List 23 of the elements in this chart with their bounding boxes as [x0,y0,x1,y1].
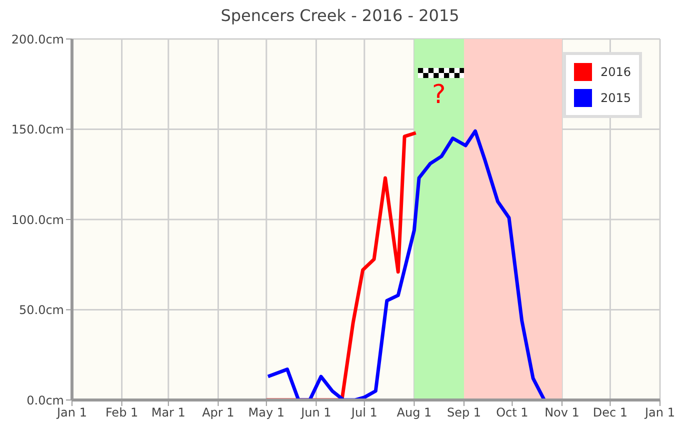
x-tick-label: Apr 1 [202,406,234,420]
x-tick-label: Oct 1 [496,406,528,420]
y-tick-label: 0.0cm [26,393,64,408]
x-tick-label: Jan 1 [644,406,675,420]
x-tick-label: May 1 [248,406,285,420]
y-tick-label: 100.0cm [11,212,64,227]
x-tick-label: Aug 1 [396,406,432,420]
x-tick-label: Feb 1 [105,406,138,420]
chart-title: Spencers Creek - 2016 - 2015 [220,6,460,25]
line-series [266,129,546,400]
x-tick-label: Nov 1 [544,406,580,420]
y-tick-label: 200.0cm [11,32,64,46]
x-tick-label: Dec 1 [592,406,628,420]
x-tick-label: Jul 1 [350,406,378,420]
y-tick-label: 50.0cm [18,303,64,318]
y-tick-label: 150.0cm [11,122,64,137]
legend-label: 2016 [600,65,631,79]
annotation: ? [432,80,446,110]
legend-label: 2015 [600,91,631,105]
x-tick-label: Jun 1 [300,406,332,420]
x-tick-label: Mar 1 [151,406,186,420]
x-tick-label: Jan 1 [56,406,87,420]
x-tick-label: Sep 1 [446,406,482,420]
